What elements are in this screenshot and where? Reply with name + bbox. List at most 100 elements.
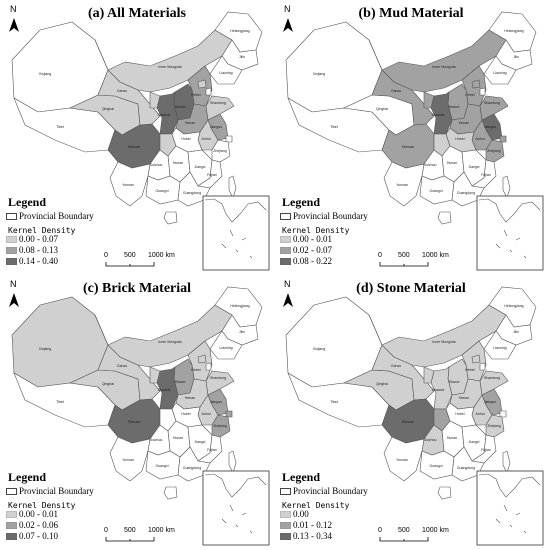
province-label: Anhui xyxy=(202,137,211,141)
province-label: Guangdong xyxy=(183,466,201,470)
legend-label: 0.13 - 0.34 xyxy=(293,531,332,541)
province-label: Shanxi xyxy=(449,380,460,384)
province-inner-mongolia xyxy=(107,29,233,93)
legend-density-heading: Kernel Density xyxy=(8,501,76,510)
province-label: Inner Mongolia xyxy=(158,340,181,344)
province-label: Fujian xyxy=(207,173,217,177)
province-label: Fujian xyxy=(481,448,491,452)
province-label: Yunnan xyxy=(122,458,134,462)
province-label: Qinghai xyxy=(102,107,114,111)
province-label: Hunan xyxy=(447,161,457,165)
province-label: Fujian xyxy=(207,448,217,452)
province-label: Liaoning xyxy=(219,346,232,350)
scale-label-500: 500 xyxy=(398,527,410,534)
legend-class-mid: 0.08 - 0.13 xyxy=(6,245,58,255)
province-label: Henan xyxy=(185,121,195,125)
scale-bar xyxy=(379,537,429,542)
province-label: Tibet xyxy=(330,125,338,129)
legend-swatch xyxy=(280,488,291,496)
province-taiwan xyxy=(228,450,237,474)
panel-title: (a) All Materials xyxy=(88,6,186,21)
province-shaanxi xyxy=(156,366,179,410)
province-label: Hubei xyxy=(455,412,464,416)
province-yunnan xyxy=(109,436,151,482)
legend-swatch xyxy=(6,533,17,541)
inset-coastline xyxy=(204,473,267,534)
province-label: Gansu xyxy=(117,364,127,368)
province-label: Jiangsu xyxy=(210,125,222,129)
legend-title: Legend xyxy=(8,195,47,209)
province-ningxia xyxy=(149,91,161,109)
province-label: Qinghai xyxy=(376,107,388,111)
legend-title: Legend xyxy=(282,470,321,484)
legend-class-high: 0.14 - 0.40 xyxy=(6,256,58,266)
province-inner-mongolia xyxy=(107,304,233,368)
province-label: Guizhou xyxy=(423,163,436,167)
legend-swatch xyxy=(280,533,291,541)
province-label: Liaoning xyxy=(493,346,506,350)
province-label: Liaoning xyxy=(493,71,506,75)
north-arrow-icon xyxy=(283,293,293,307)
province-label: Jiangxi xyxy=(195,440,206,444)
legend-swatch xyxy=(280,522,291,530)
province-label: Zhejiang xyxy=(213,149,226,153)
province-label: Sichuan xyxy=(402,145,415,149)
province-label: Inner Mongolia xyxy=(432,340,455,344)
province-label: Yunnan xyxy=(396,458,408,462)
scale-label-0: 0 xyxy=(378,252,382,259)
province-label: Guangxi xyxy=(155,464,168,468)
legend-label: Provincial Boundary xyxy=(293,211,368,221)
province-ningxia xyxy=(423,366,435,384)
province-label: Shandong xyxy=(484,101,500,105)
province-label: Anhui xyxy=(476,412,485,416)
north-arrow-icon xyxy=(9,293,19,307)
legend-swatch xyxy=(280,258,291,266)
province-label: Anhui xyxy=(476,137,485,141)
province-label: Xinjiang xyxy=(39,347,52,351)
north-label: N xyxy=(284,279,291,289)
province-label: Jilin xyxy=(513,55,519,59)
scale-bar xyxy=(105,262,155,267)
legend-label: 0.01 - 0.12 xyxy=(293,520,332,530)
province-label: Tibet xyxy=(330,400,338,404)
province-label: Jilin xyxy=(513,330,519,334)
scale-bar xyxy=(379,262,429,267)
province-label: Shaanxi xyxy=(432,388,445,392)
legend-class-high: 0.13 - 0.34 xyxy=(280,531,332,541)
province-label: Qinghai xyxy=(102,382,114,386)
province-label: Shandong xyxy=(210,101,226,105)
province-label: Hunan xyxy=(173,161,183,165)
legend-label: 0.14 - 0.40 xyxy=(19,256,58,266)
province-beijing xyxy=(471,354,481,364)
province-label: Hubei xyxy=(181,412,190,416)
legend-density-heading: Kernel Density xyxy=(8,226,76,235)
legend-label: 0.00 - 0.07 xyxy=(19,234,58,244)
province-label: Shandong xyxy=(210,376,226,380)
province-label: Inner Mongolia xyxy=(432,65,455,69)
province-label: Jiangsu xyxy=(484,400,496,404)
province-label: Gansu xyxy=(391,89,401,93)
province-label: Sichuan xyxy=(402,420,415,424)
province-label: Shandong xyxy=(484,376,500,380)
province-label: Guangxi xyxy=(429,464,442,468)
province-label: Sichuan xyxy=(128,420,141,424)
province-label: Shanxi xyxy=(175,105,186,109)
legend-class-low: 0.00 - 0.07 xyxy=(6,234,58,244)
legend-swatch xyxy=(280,247,291,255)
province-guangdong xyxy=(177,446,211,482)
legend-label: 0.08 - 0.13 xyxy=(19,245,58,255)
province-hainan xyxy=(437,211,452,225)
legend-density-heading: Kernel Density xyxy=(282,501,350,510)
legend-class-high: 0.07 - 0.10 xyxy=(6,531,58,541)
province-label: Heilongjiang xyxy=(504,304,523,308)
south-china-sea-inset xyxy=(202,195,270,271)
province-taiwan xyxy=(502,450,511,474)
province-label: Henan xyxy=(459,396,469,400)
scale-label-1000: 1000 km xyxy=(422,252,449,259)
south-china-sea-inset xyxy=(476,195,544,271)
province-label: Zhejiang xyxy=(213,424,226,428)
legend-class-low: 0.00 - 0.01 xyxy=(6,509,58,519)
province-label: Guangdong xyxy=(457,191,475,195)
legend-boundary: Provincial Boundary xyxy=(6,486,94,496)
province-hainan xyxy=(437,486,452,500)
